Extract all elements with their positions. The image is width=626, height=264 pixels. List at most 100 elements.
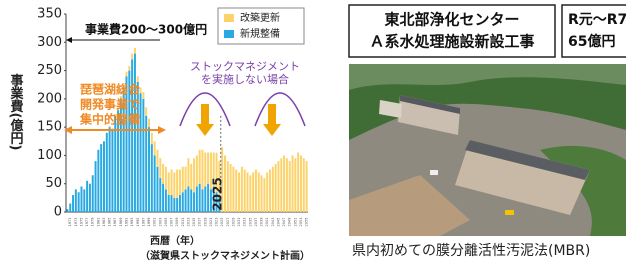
x-tick-label: 1995 [136, 218, 140, 227]
x-tick-label: 2045 [276, 218, 280, 227]
x-tick-label: 1997 [141, 218, 145, 227]
x-tick-label: 2025 [220, 218, 224, 227]
x-tick-label: 1987 [113, 218, 117, 227]
bar [266, 172, 268, 212]
bar [171, 195, 173, 212]
x-tick-label: 2049 [288, 218, 292, 227]
x-tick-label: 2027 [226, 218, 230, 227]
bar [159, 158, 161, 178]
bar [148, 119, 150, 127]
bar [187, 187, 189, 212]
bar [173, 172, 175, 197]
bar [261, 175, 263, 212]
bar [201, 150, 203, 190]
bar [294, 158, 296, 212]
year-annotation: 2025 [211, 177, 225, 210]
bar [148, 127, 150, 212]
bar [204, 187, 206, 212]
annotation-arrow [66, 37, 72, 43]
x-tick-label: 2001 [153, 218, 157, 227]
bar [306, 161, 308, 212]
bar [258, 172, 260, 212]
bar [111, 130, 113, 212]
bar [199, 184, 201, 212]
bar [190, 189, 192, 212]
x-tick-label: 2033 [243, 218, 247, 227]
bar [196, 187, 198, 212]
bar [80, 187, 82, 212]
x-tick-label: 1985 [108, 218, 112, 227]
panel-title: Ａ系水処理施設新設工事 [369, 33, 534, 51]
bar [269, 170, 271, 212]
x-tick-label: 2035 [248, 218, 252, 227]
bar [134, 48, 136, 54]
y-tick-label: 150 [37, 120, 62, 135]
x-tick-label: 1981 [96, 218, 100, 227]
bar [134, 54, 136, 212]
x-tick-label: 2041 [265, 218, 269, 227]
bar [69, 204, 71, 212]
panel-period: 65億円 [568, 33, 615, 50]
bar [179, 195, 181, 212]
x-tick-label: 2015 [192, 218, 196, 227]
bar [95, 161, 97, 212]
bar [280, 158, 282, 212]
x-tick-label: 2021 [209, 218, 213, 227]
x-tick-label: 2039 [260, 218, 264, 227]
panel-period: R元～R7 [568, 12, 626, 28]
bar [252, 172, 254, 212]
bar [126, 72, 128, 77]
bar [159, 178, 161, 212]
annotation-arrow [196, 104, 281, 136]
bar [275, 164, 277, 212]
bar [185, 167, 187, 190]
y-tick-label: 0 [54, 205, 62, 220]
bar [142, 92, 144, 99]
bar [201, 189, 203, 212]
annotation: 事業費200～300億円 [85, 22, 207, 37]
x-tick-label: 2019 [203, 218, 207, 227]
x-tick-label: 1983 [102, 218, 106, 227]
bar [154, 141, 156, 155]
x-tick-label: 1999 [147, 218, 151, 227]
bar [235, 170, 237, 212]
legend-swatch [224, 30, 234, 38]
bar [176, 170, 178, 198]
bar [300, 155, 302, 212]
legend-label: 改築更新 [240, 11, 280, 24]
bar [156, 167, 158, 212]
y-tick-label: 200 [37, 91, 62, 106]
bar [232, 167, 234, 212]
x-tick-label: 2047 [282, 218, 286, 227]
annotation: 集中的整備 [79, 112, 140, 127]
x-tick-label: 1991 [125, 218, 129, 227]
x-tick-label: 1971 [68, 218, 72, 227]
bar [92, 175, 94, 212]
bar [255, 170, 257, 212]
bar [247, 172, 249, 212]
bar [171, 170, 173, 195]
bar [151, 144, 153, 212]
bar [72, 195, 74, 212]
bar [168, 172, 170, 195]
y-tick-label: 50 [45, 176, 62, 191]
y-tick-label: 100 [37, 148, 62, 163]
page: 050100150200250300350事業費(億円)197119731975… [0, 0, 626, 264]
x-tick-label: 1993 [130, 218, 134, 227]
x-tick-label: 2011 [181, 218, 185, 227]
bar [286, 158, 288, 212]
bar [207, 184, 209, 212]
bar [185, 189, 187, 212]
bar [86, 181, 88, 212]
bar [89, 184, 91, 212]
bar [176, 198, 178, 212]
bar [283, 155, 285, 212]
bar [179, 170, 181, 195]
bar [196, 155, 198, 186]
bar [78, 192, 80, 212]
x-axis-title: 西暦（年） [150, 234, 200, 247]
bar [165, 167, 167, 190]
bar [168, 195, 170, 212]
x-tick-label: 2053 [299, 218, 303, 227]
